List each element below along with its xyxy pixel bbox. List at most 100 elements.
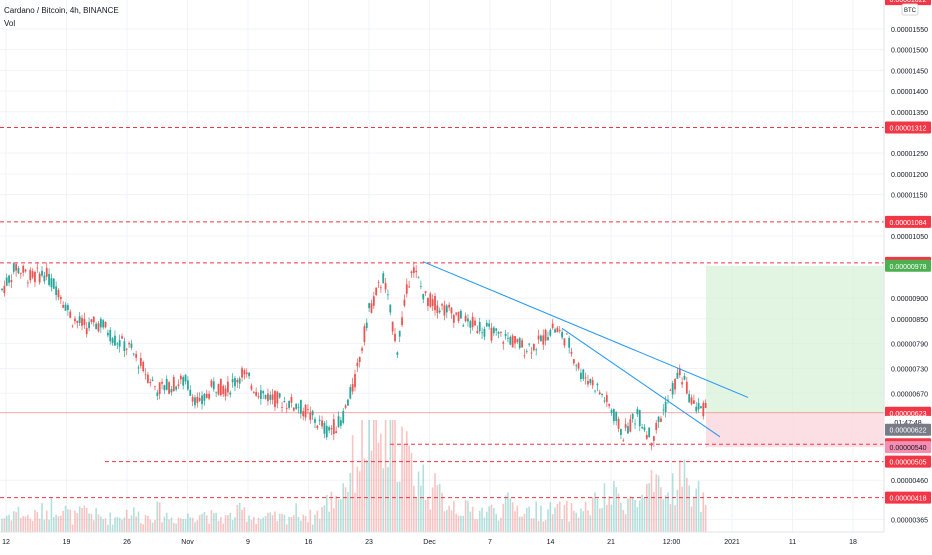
volume-bar — [660, 487, 662, 532]
candle-body — [504, 333, 507, 337]
candle-body — [412, 267, 415, 273]
volume-bar — [542, 521, 545, 532]
volume-bar — [582, 511, 585, 532]
volume-bar — [248, 515, 250, 532]
candle-body — [52, 278, 55, 289]
volume-bar — [398, 481, 401, 532]
volume-bar — [641, 494, 643, 532]
candle-body — [382, 273, 385, 284]
candle-body — [594, 390, 596, 392]
candle-body — [422, 293, 425, 300]
y-tick-label: 0.00001050 — [891, 234, 928, 241]
volume-bar — [349, 472, 352, 532]
trendline[interactable] — [422, 261, 749, 398]
volume-bar — [403, 444, 406, 532]
candle-body — [342, 410, 345, 423]
volume-bar — [493, 508, 495, 532]
volume-bar — [161, 522, 163, 532]
volume-bar — [495, 514, 497, 532]
candle-body — [601, 394, 603, 395]
volume-bar — [683, 459, 686, 532]
volume-bar — [584, 501, 587, 532]
volume-bar — [405, 431, 408, 532]
volume-bar — [356, 466, 359, 532]
candle-body — [405, 284, 408, 294]
volume-bar — [111, 524, 114, 532]
candle-body — [349, 387, 352, 399]
candle-body — [641, 427, 644, 429]
volume-bar — [507, 492, 509, 532]
volume-bar — [535, 501, 538, 532]
candle-body — [259, 390, 262, 399]
candle-body — [158, 382, 161, 394]
candle-body — [179, 375, 182, 380]
candle-body — [365, 322, 368, 329]
x-tick-label: 12 — [2, 539, 10, 546]
volume-bar — [686, 477, 688, 532]
candle-body — [582, 369, 585, 379]
candle-body — [492, 327, 495, 334]
candle-body — [509, 337, 512, 345]
volume-bar — [591, 496, 594, 532]
volume-bar — [408, 445, 410, 532]
candle-body — [655, 422, 658, 431]
level-price-label: 0.00000418 — [890, 496, 927, 503]
candle-body — [408, 286, 411, 288]
volume-bar — [655, 474, 658, 532]
candle-body — [66, 305, 69, 310]
candle-body — [525, 351, 528, 353]
volume-bar — [170, 517, 173, 532]
volume-bar — [650, 470, 653, 532]
candle-body — [368, 303, 371, 309]
volume-bar — [198, 515, 201, 532]
candle-body — [196, 396, 199, 403]
volume-bar — [643, 497, 646, 532]
candle-body — [455, 312, 458, 315]
candle-body — [572, 359, 575, 364]
price-tag-entry — [885, 423, 931, 436]
candle-body — [528, 343, 531, 345]
target-zone[interactable] — [706, 265, 884, 414]
volume-bar — [172, 522, 175, 532]
volume-bar — [191, 517, 194, 532]
volume-bar — [401, 426, 403, 532]
candle-body — [570, 351, 573, 354]
currency-badge[interactable] — [901, 3, 919, 16]
volume-bar — [676, 489, 679, 532]
candle-body — [617, 418, 620, 429]
volume-bar — [620, 502, 622, 532]
volume-bar — [213, 513, 215, 532]
volume-bar — [104, 518, 107, 532]
trendline[interactable] — [561, 327, 721, 438]
price-label-last: 0.00000623 — [890, 411, 927, 418]
volume-bar — [525, 508, 528, 532]
x-tick-label: 2021 — [724, 539, 740, 546]
candle-body — [85, 328, 88, 335]
volume-bar — [243, 507, 246, 532]
candle-body — [297, 407, 300, 409]
stop-zone[interactable] — [706, 413, 884, 448]
volume-bar — [201, 513, 203, 532]
candle-body — [22, 265, 25, 273]
volume-bar — [48, 519, 50, 532]
candle-body — [427, 297, 429, 306]
volume-bar — [598, 508, 601, 532]
volume-bar — [107, 524, 109, 532]
volume-bar — [688, 485, 690, 532]
volume-bar — [118, 517, 121, 532]
volume-bar — [384, 420, 387, 532]
level-price-label: 0.00001622 — [890, 0, 927, 4]
volume-bar — [370, 450, 373, 532]
candle-body — [419, 286, 422, 288]
candle-body — [377, 282, 380, 284]
candle-body — [396, 352, 399, 355]
volume-bar — [194, 522, 196, 532]
candle-body — [356, 362, 359, 367]
candle-body — [170, 389, 173, 393]
candle-body — [15, 264, 18, 271]
candle-body — [620, 429, 622, 435]
candle-body — [683, 375, 686, 380]
candle-body — [187, 380, 189, 390]
